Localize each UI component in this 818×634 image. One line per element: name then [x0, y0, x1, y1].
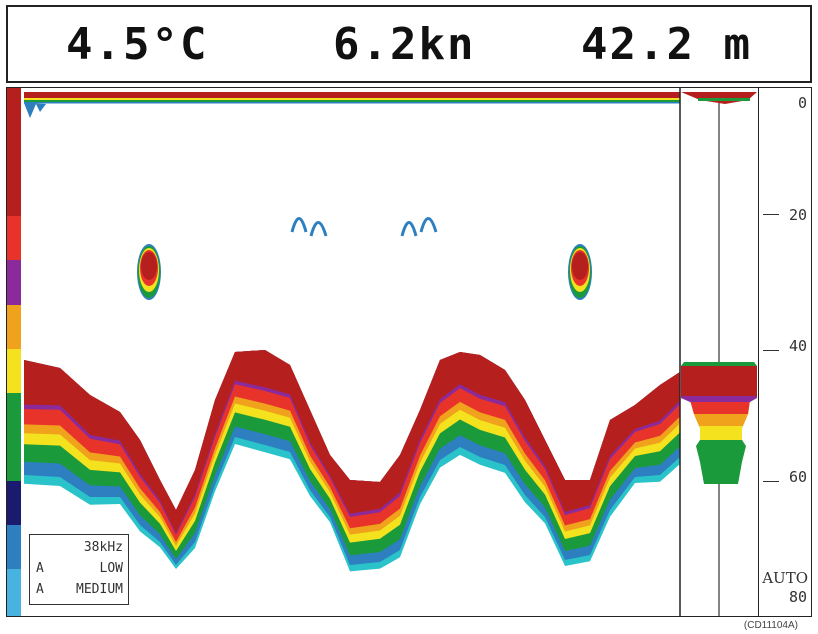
figure-code: (CD11104A) [743, 620, 798, 631]
clutter-value-label: MEDIUM [76, 582, 123, 597]
clutter-mode-label: A [36, 582, 44, 597]
gain-value-label: LOW [99, 561, 123, 576]
fish-school-left [137, 244, 161, 300]
fish-arches-right [400, 217, 438, 237]
depth-scale: 0 20 40 60 AUTO 80 [758, 88, 812, 616]
color-swatch-light-blue [7, 569, 21, 616]
color-swatch-yellow [7, 349, 21, 393]
depth-label-0: 0 [797, 94, 807, 112]
color-swatch-orange [7, 305, 21, 349]
depth-tick-20 [763, 214, 779, 215]
depth-tick-40 [763, 350, 779, 351]
color-scale-bar [7, 88, 21, 616]
color-swatch-strong [7, 88, 21, 216]
depth-tick-60 [763, 481, 779, 482]
frequency-label: 38kHz [83, 540, 123, 555]
surface-echo [24, 92, 680, 118]
range-mode-label: AUTO [762, 569, 808, 587]
water-temperature-readout: 4.5°C [66, 19, 209, 70]
color-swatch-purple [7, 260, 21, 305]
depth-label-20: 20 [788, 206, 807, 224]
depth-label-40: 40 [788, 337, 807, 355]
depth-readout: 42.2 m [581, 19, 752, 70]
color-swatch-blue [7, 525, 21, 569]
color-swatch-dark-blue [7, 481, 21, 525]
vessel-speed-readout: 6.2kn [333, 19, 476, 70]
seabed-echo [24, 350, 680, 572]
readout-header: 4.5°C 6.2kn 42.2 m [6, 5, 812, 83]
a-scope-panel [679, 88, 757, 616]
fish-arches-left [290, 217, 328, 237]
settings-info-box: 38kHz A LOW A MEDIUM [29, 534, 129, 605]
color-swatch-green [7, 393, 21, 481]
gain-mode-label: A [36, 561, 44, 576]
depth-label-60: 60 [788, 468, 807, 486]
fish-school-right [568, 244, 592, 300]
color-swatch-red [7, 216, 21, 260]
depth-label-80: 80 [788, 588, 807, 606]
